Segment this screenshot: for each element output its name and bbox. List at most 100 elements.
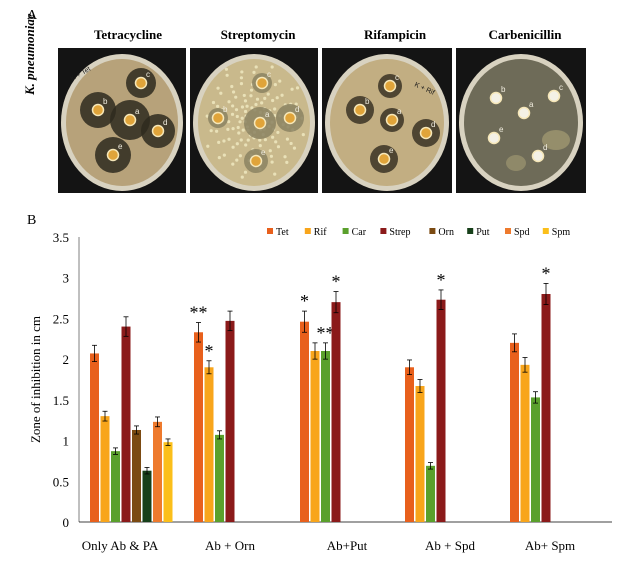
colony-speck bbox=[227, 100, 231, 104]
colony-speck bbox=[249, 88, 254, 92]
colony-speck bbox=[289, 141, 293, 146]
colony-speck bbox=[294, 102, 298, 106]
disc-label-c: c bbox=[267, 70, 271, 79]
antibiotic-disc bbox=[419, 126, 433, 140]
colony-speck bbox=[230, 112, 235, 116]
disc-label-d: d bbox=[431, 120, 435, 129]
antibiotic-disc bbox=[249, 154, 263, 168]
disc-label-a: a bbox=[397, 107, 402, 116]
colony-speck bbox=[270, 65, 274, 69]
bar-car bbox=[111, 451, 120, 522]
antibiotic-disc bbox=[106, 148, 120, 162]
colony-speck bbox=[236, 125, 240, 130]
disc-label-c: c bbox=[559, 83, 563, 92]
plate-streptomycin-image: a b c d e bbox=[190, 48, 318, 193]
y-tick-label: 2 bbox=[63, 352, 70, 367]
colony-speck bbox=[276, 130, 280, 135]
bar-spd bbox=[153, 421, 162, 522]
bar-car bbox=[426, 465, 435, 522]
x-tick-label: Ab+ Spm bbox=[525, 538, 575, 553]
plate-title-rifampicin: Rifampicin bbox=[363, 27, 427, 42]
colony-speck bbox=[278, 79, 282, 83]
bar-rif bbox=[310, 351, 320, 522]
colony-speck bbox=[301, 133, 305, 137]
colony-speck bbox=[206, 144, 210, 148]
colony-speck bbox=[231, 162, 235, 166]
disc-label-a: a bbox=[265, 110, 270, 119]
colony-speck bbox=[270, 160, 274, 164]
legend-label-car: Car bbox=[352, 227, 367, 238]
significance-marker: ** bbox=[190, 303, 208, 323]
colony-speck bbox=[239, 138, 243, 142]
bar-strep bbox=[225, 320, 235, 522]
panel-a-label: A bbox=[27, 8, 38, 23]
antibiotic-disc bbox=[377, 152, 391, 166]
x-tick-label: Ab + Spd bbox=[425, 538, 475, 553]
colony-speck bbox=[225, 73, 229, 77]
legend-label-spd: Spd bbox=[514, 227, 530, 238]
colony-speck bbox=[240, 105, 245, 109]
colony-speck bbox=[222, 153, 226, 157]
colony-speck bbox=[254, 102, 258, 107]
antibiotic-disc bbox=[151, 124, 165, 138]
colony-speck bbox=[230, 84, 234, 89]
legend-swatch-spd bbox=[505, 228, 511, 234]
bar-tet bbox=[300, 321, 309, 522]
y-tick-label: 0 bbox=[63, 515, 70, 530]
disc-label-c: c bbox=[395, 73, 399, 82]
colony-speck bbox=[273, 172, 277, 176]
legend-label-tet: Tet bbox=[276, 227, 289, 238]
disc-label-d: d bbox=[295, 105, 299, 114]
colony-speck bbox=[254, 65, 258, 69]
y-tick-label: 3 bbox=[63, 271, 70, 286]
colony-speck bbox=[205, 114, 209, 118]
colony-speck bbox=[290, 87, 294, 91]
y-axis-title: Zone of inhibition in cm bbox=[28, 316, 43, 443]
colony-speck bbox=[280, 93, 284, 97]
colony-speck bbox=[237, 131, 241, 135]
colony-speck bbox=[271, 135, 275, 139]
bar-car bbox=[321, 351, 330, 522]
colony-speck bbox=[222, 139, 226, 143]
legend-swatch-car bbox=[342, 228, 349, 234]
plate-title-tetracycline: Tetracycline bbox=[93, 27, 163, 42]
colony-speck bbox=[240, 116, 244, 120]
colony-speck bbox=[283, 155, 287, 159]
colony-speck bbox=[250, 106, 254, 110]
bar-rif bbox=[520, 364, 530, 522]
colony-speck bbox=[271, 98, 275, 103]
bar-orn bbox=[132, 429, 141, 522]
bar-tet bbox=[510, 342, 519, 522]
colony-speck bbox=[255, 97, 260, 101]
legend-swatch-rif bbox=[304, 228, 311, 234]
legend-swatch-put bbox=[467, 228, 474, 234]
antibiotic-disc bbox=[531, 149, 545, 163]
significance-marker: ** bbox=[317, 323, 335, 343]
colony-speck bbox=[240, 175, 244, 179]
legend-label-put: Put bbox=[476, 227, 490, 238]
colony-speck bbox=[215, 129, 219, 133]
colony-speck bbox=[276, 145, 281, 149]
disc-label-d: d bbox=[163, 118, 167, 127]
colony-speck bbox=[285, 160, 289, 165]
colony-speck bbox=[238, 120, 242, 124]
disc-label-a: a bbox=[529, 100, 534, 109]
colony-speck bbox=[239, 81, 244, 86]
antibiotic-disc bbox=[283, 111, 297, 125]
legend-label-orn: Orn bbox=[438, 227, 454, 238]
plate-streptomycin: a b c d e bbox=[190, 48, 318, 193]
growth-patch bbox=[542, 130, 570, 150]
colony-speck bbox=[216, 86, 220, 90]
colony-speck bbox=[249, 94, 253, 98]
significance-marker: * bbox=[205, 341, 214, 361]
bar-rif bbox=[204, 367, 214, 522]
significance-marker: * bbox=[437, 270, 446, 290]
growth-patch bbox=[506, 155, 526, 171]
bar-tet bbox=[405, 367, 414, 522]
colony-speck bbox=[217, 140, 221, 144]
bar-rif bbox=[100, 416, 110, 522]
antibiotic-disc bbox=[91, 103, 105, 117]
